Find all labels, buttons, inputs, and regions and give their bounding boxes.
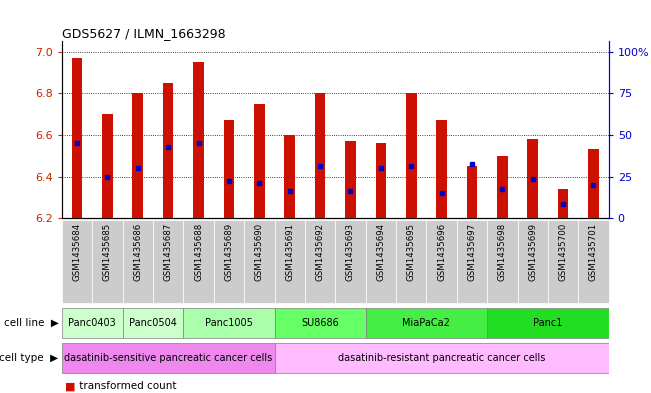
Text: GSM1435687: GSM1435687 [163, 222, 173, 281]
Text: GSM1435689: GSM1435689 [225, 222, 234, 281]
Bar [345, 141, 355, 218]
FancyBboxPatch shape [62, 307, 122, 338]
FancyBboxPatch shape [184, 307, 275, 338]
Text: GSM1435697: GSM1435697 [467, 222, 477, 281]
FancyBboxPatch shape [244, 220, 275, 303]
FancyBboxPatch shape [578, 220, 609, 303]
FancyBboxPatch shape [122, 220, 153, 303]
FancyBboxPatch shape [426, 220, 457, 303]
Text: Panc0403: Panc0403 [68, 318, 116, 328]
Bar [527, 139, 538, 218]
Bar [284, 135, 295, 218]
FancyBboxPatch shape [184, 220, 214, 303]
Text: Panc1: Panc1 [533, 318, 562, 328]
Text: GSM1435701: GSM1435701 [589, 222, 598, 281]
Text: GSM1435694: GSM1435694 [376, 222, 385, 281]
Text: GSM1435698: GSM1435698 [498, 222, 507, 281]
FancyBboxPatch shape [62, 220, 92, 303]
Text: GSM1435686: GSM1435686 [133, 222, 143, 281]
Text: Panc0504: Panc0504 [129, 318, 177, 328]
Bar [72, 58, 82, 218]
FancyBboxPatch shape [275, 343, 609, 373]
Bar [376, 143, 386, 218]
Bar [497, 156, 508, 218]
FancyBboxPatch shape [487, 307, 609, 338]
FancyBboxPatch shape [275, 307, 366, 338]
Text: GSM1435699: GSM1435699 [528, 222, 537, 281]
Text: MiaPaCa2: MiaPaCa2 [402, 318, 450, 328]
Bar [467, 166, 477, 218]
Bar [193, 62, 204, 218]
FancyBboxPatch shape [548, 220, 578, 303]
Text: GSM1435690: GSM1435690 [255, 222, 264, 281]
Text: GSM1435684: GSM1435684 [72, 222, 81, 281]
Bar [436, 120, 447, 218]
FancyBboxPatch shape [366, 220, 396, 303]
Text: cell line  ▶: cell line ▶ [4, 318, 59, 328]
FancyBboxPatch shape [487, 220, 518, 303]
FancyBboxPatch shape [153, 220, 184, 303]
FancyBboxPatch shape [214, 220, 244, 303]
Bar [224, 120, 234, 218]
Text: GSM1435693: GSM1435693 [346, 222, 355, 281]
Bar [133, 93, 143, 218]
Bar [558, 189, 568, 218]
Text: SU8686: SU8686 [301, 318, 339, 328]
Text: dasatinib-resistant pancreatic cancer cells: dasatinib-resistant pancreatic cancer ce… [338, 353, 546, 363]
FancyBboxPatch shape [518, 220, 548, 303]
FancyBboxPatch shape [366, 307, 487, 338]
Text: GDS5627 / ILMN_1663298: GDS5627 / ILMN_1663298 [62, 27, 225, 40]
FancyBboxPatch shape [275, 220, 305, 303]
Text: dasatinib-sensitive pancreatic cancer cells: dasatinib-sensitive pancreatic cancer ce… [64, 353, 272, 363]
Text: GSM1435685: GSM1435685 [103, 222, 112, 281]
FancyBboxPatch shape [62, 343, 275, 373]
Bar [589, 149, 599, 218]
FancyBboxPatch shape [335, 220, 366, 303]
FancyBboxPatch shape [457, 220, 487, 303]
Bar [254, 104, 264, 218]
Text: GSM1435696: GSM1435696 [437, 222, 446, 281]
Text: GSM1435695: GSM1435695 [407, 222, 416, 281]
Text: GSM1435691: GSM1435691 [285, 222, 294, 281]
Bar [102, 114, 113, 218]
Bar [163, 83, 173, 218]
Bar [315, 93, 326, 218]
Text: transformed count: transformed count [76, 381, 176, 391]
Bar [406, 93, 417, 218]
Text: GSM1435700: GSM1435700 [559, 222, 568, 281]
FancyBboxPatch shape [122, 307, 184, 338]
FancyBboxPatch shape [396, 220, 426, 303]
Text: GSM1435688: GSM1435688 [194, 222, 203, 281]
Text: Panc1005: Panc1005 [205, 318, 253, 328]
FancyBboxPatch shape [305, 220, 335, 303]
FancyBboxPatch shape [92, 220, 122, 303]
Text: GSM1435692: GSM1435692 [316, 222, 325, 281]
Text: cell type  ▶: cell type ▶ [0, 353, 59, 363]
Text: ■: ■ [65, 381, 76, 391]
